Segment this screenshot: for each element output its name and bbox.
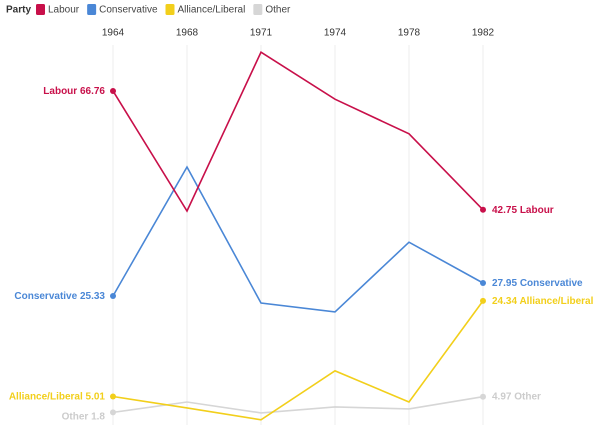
legend-swatch [87, 4, 97, 15]
legend-swatch [253, 4, 263, 15]
series-line [112, 300, 484, 421]
start-label: Other 1.8 [62, 411, 106, 422]
start-label: Labour 66.76 [43, 86, 105, 97]
series-name: Labour [43, 86, 77, 97]
end-dot [110, 87, 116, 94]
legend-swatch [36, 4, 45, 15]
end-dot [110, 409, 116, 416]
legend-label: Other [265, 5, 291, 16]
start-label: Conservative 25.33 [14, 291, 105, 302]
series-name: Labour [520, 204, 554, 215]
series-name: Conservative [520, 278, 583, 289]
legend-label: Labour [48, 5, 80, 16]
value-label: 42.75 [492, 204, 517, 215]
end-dot [480, 280, 486, 287]
end-label: 27.95 Conservative [492, 278, 583, 289]
x-tick-label: 1971 [250, 28, 273, 39]
legend-title: Party [6, 5, 31, 16]
series-line [112, 51, 484, 213]
value-label: 25.33 [80, 291, 105, 302]
legend-label: Conservative [99, 5, 158, 16]
end-dot [110, 393, 116, 400]
end-label: 4.97 Other [492, 391, 541, 402]
value-label: 24.34 [492, 296, 517, 307]
series-name: Alliance/Liberal [9, 391, 83, 402]
value-label: 5.01 [86, 391, 106, 402]
x-tick-label: 1964 [102, 28, 125, 39]
value-label: 1.8 [91, 411, 105, 422]
x-tick-label: 1978 [398, 28, 421, 39]
x-tick-label: 1968 [176, 28, 199, 39]
value-label: 4.97 [492, 391, 512, 402]
value-label: 27.95 [492, 278, 517, 289]
series-name: Other [514, 391, 541, 402]
start-label: Alliance/Liberal 5.01 [9, 391, 106, 402]
x-tick-label: 1982 [472, 28, 495, 39]
series-name: Other [62, 411, 89, 422]
value-label: 66.76 [80, 86, 105, 97]
series-line [112, 395, 484, 414]
series-name: Alliance/Liberal [519, 296, 593, 307]
legend-swatch [165, 4, 175, 15]
series-line [112, 165, 484, 313]
end-label: 24.34 Alliance/Liberal [492, 296, 594, 307]
end-dot [480, 393, 486, 400]
legend-label: Alliance/Liberal [178, 5, 246, 16]
x-tick-label: 1974 [324, 28, 347, 39]
end-dot [480, 206, 486, 213]
end-dot [480, 297, 486, 304]
end-label: 42.75 Labour [492, 204, 554, 215]
series-name: Conservative [14, 291, 77, 302]
end-dot [110, 292, 116, 299]
